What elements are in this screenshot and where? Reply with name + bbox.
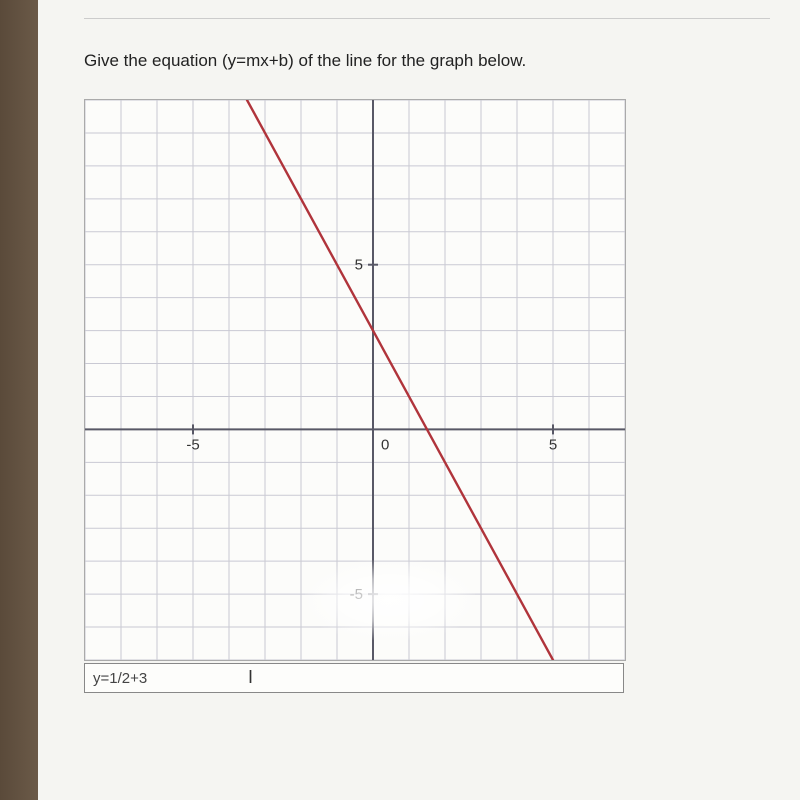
answer-input[interactable] [84, 663, 624, 693]
svg-text:0: 0 [381, 436, 389, 453]
question-text: Give the equation (y=mx+b) of the line f… [84, 51, 770, 71]
svg-text:-5: -5 [186, 436, 199, 453]
svg-text:5: 5 [355, 257, 363, 274]
page-edge [0, 0, 38, 800]
page: Give the equation (y=mx+b) of the line f… [38, 0, 800, 800]
line-chart: -5 0 5 5 -5 [85, 100, 625, 660]
svg-text:5: 5 [549, 436, 557, 453]
graph-panel: -5 0 5 5 -5 [84, 99, 626, 661]
divider [84, 18, 770, 19]
svg-text:-5: -5 [350, 586, 363, 603]
